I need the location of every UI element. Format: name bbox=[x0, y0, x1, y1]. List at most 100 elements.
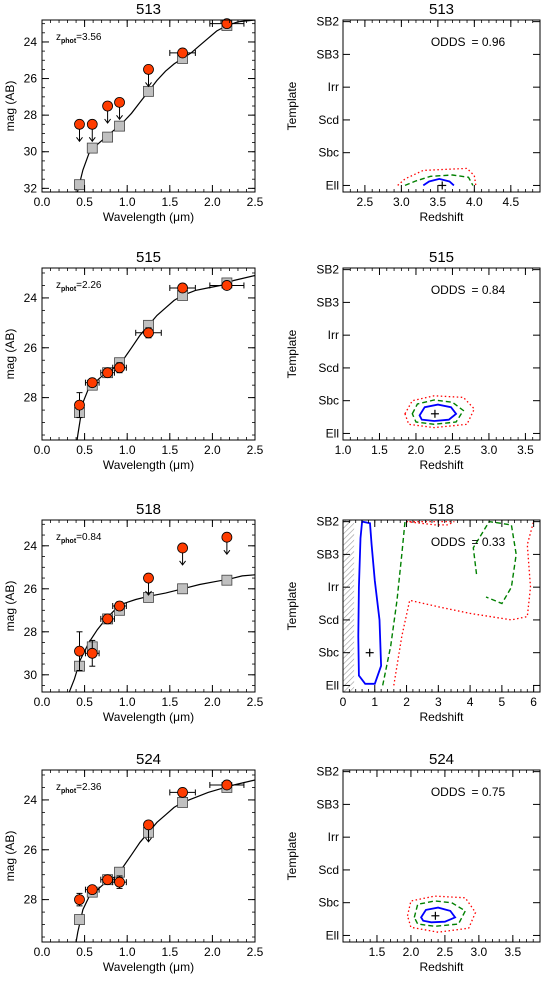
x-tick-label: 3 bbox=[435, 695, 442, 709]
observed-mag-point bbox=[177, 282, 188, 294]
template-label: Ell bbox=[326, 678, 339, 692]
zphot-value: =0.84 bbox=[76, 532, 102, 543]
x-axis-label: Wavelength (μm) bbox=[103, 458, 194, 472]
model-sed-curve bbox=[68, 574, 255, 692]
sed-title: 524 bbox=[136, 751, 161, 768]
observed-mag-point bbox=[102, 613, 114, 625]
observed-mag-point bbox=[114, 96, 125, 108]
observed-mag-point bbox=[221, 531, 233, 543]
observed-mag-point bbox=[221, 779, 233, 791]
sed-title: 513 bbox=[136, 1, 161, 18]
sed-axes-frame bbox=[41, 519, 256, 693]
template-label: Irr bbox=[328, 830, 339, 844]
photoz-axes-frame bbox=[342, 519, 541, 693]
photoz-axes-frame bbox=[342, 769, 541, 943]
photoz-panel: 515 1.0 1.5 2.0 2.5 3.0 3.5 Ell Sbc Scd Irr SB3 SB2 R… bbox=[285, 249, 541, 472]
x-tick-label: 2.5 bbox=[357, 195, 374, 209]
x-tick-label: 1.5 bbox=[161, 443, 178, 457]
x-tick-label: 3.5 bbox=[504, 945, 521, 959]
y-tick-label: 28 bbox=[24, 391, 38, 405]
template-label: Sbc bbox=[318, 394, 339, 408]
zphot-z: z bbox=[56, 32, 61, 43]
contour-dashed bbox=[382, 521, 406, 686]
zphot-z: z bbox=[56, 532, 61, 543]
observed-mag-point bbox=[74, 645, 85, 657]
photoz-panel: 524 1.5 2.0 2.5 3.0 3.5 Ell Sbc Scd Irr SB3 SB2 Reds… bbox=[285, 751, 541, 974]
x-tick-label: 1.0 bbox=[119, 695, 136, 709]
photoz-panel: 513 2.5 3.0 3.5 4.0 4.5 Ell Sbc Scd Irr SB3 SB2 Reds… bbox=[285, 1, 541, 224]
zphot-value: =2.26 bbox=[76, 280, 102, 291]
row-515: 515 0.0 0.5 1.0 1.5 2.0 2.5 24 26 28 Wavelength (μ… bbox=[3, 249, 541, 472]
model-mag-square bbox=[74, 179, 85, 191]
y-axis-label: Template bbox=[285, 329, 299, 378]
x-tick-label: 1.5 bbox=[161, 945, 178, 959]
contour-group bbox=[406, 895, 477, 933]
contour-group bbox=[397, 167, 477, 187]
x-tick-label: 0.0 bbox=[34, 443, 51, 457]
observed-mag-point bbox=[74, 118, 85, 130]
contour-dotted bbox=[393, 521, 535, 686]
template-label: Scd bbox=[318, 361, 339, 375]
x-axis-label: Redshift bbox=[419, 960, 464, 974]
photoz-title: 524 bbox=[429, 751, 454, 768]
observed-mag-point bbox=[114, 362, 125, 374]
x-tick-label: 2.0 bbox=[408, 443, 425, 457]
template-label: Sbc bbox=[318, 146, 339, 160]
x-tick-label: 2.0 bbox=[204, 945, 221, 959]
odds-value: = 0.33 bbox=[471, 535, 505, 549]
template-label: Irr bbox=[328, 580, 339, 594]
photoz-axes-frame bbox=[342, 19, 541, 193]
y-tick-label: 24 bbox=[24, 793, 38, 807]
model-mag-square bbox=[74, 914, 85, 925]
y-tick-label: 26 bbox=[24, 582, 38, 596]
photoz-axes-frame bbox=[342, 267, 541, 441]
zphot-value: =2.36 bbox=[76, 782, 102, 793]
observed-mag-point bbox=[143, 572, 154, 584]
odds-label: ODDS bbox=[431, 35, 466, 49]
x-tick-label: 3.5 bbox=[430, 195, 447, 209]
x-tick-label: 6 bbox=[530, 695, 537, 709]
x-tick-label: 0.0 bbox=[34, 695, 51, 709]
zphot-annotation: zphot=2.36 bbox=[56, 782, 102, 795]
x-tick-label: 2.5 bbox=[437, 945, 454, 959]
photoz-title: 513 bbox=[429, 1, 454, 18]
x-tick-label: 3.0 bbox=[471, 945, 488, 959]
upper-limit-arrowhead bbox=[179, 560, 186, 566]
x-axis-label: Redshift bbox=[419, 458, 464, 472]
odds-label: ODDS bbox=[431, 785, 466, 799]
upper-limit-arrowhead bbox=[116, 115, 123, 121]
x-tick-label: 2.0 bbox=[403, 945, 420, 959]
zphot-subscript: phot bbox=[61, 38, 77, 45]
x-axis-label: Redshift bbox=[419, 210, 464, 224]
template-label: SB2 bbox=[316, 765, 339, 779]
observed-mag-point bbox=[177, 47, 188, 59]
zphot-annotation: zphot=2.26 bbox=[56, 280, 102, 293]
zphot-subscript: phot bbox=[61, 538, 77, 545]
x-tick-label: 2.5 bbox=[444, 443, 461, 457]
y-axis-label: mag (AB) bbox=[3, 81, 17, 132]
upper-limit-arrowhead bbox=[223, 549, 231, 556]
x-tick-label: 2.0 bbox=[204, 695, 221, 709]
odds-value: = 0.96 bbox=[471, 35, 505, 49]
x-tick-label: 2.5 bbox=[247, 443, 264, 457]
template-label: Scd bbox=[318, 113, 339, 127]
y-axis-label: mag (AB) bbox=[3, 831, 17, 882]
template-label: Sbc bbox=[318, 646, 339, 660]
x-tick-label: 2.5 bbox=[247, 195, 264, 209]
x-tick-label: 0.5 bbox=[76, 695, 93, 709]
x-axis-label: Wavelength (μm) bbox=[103, 710, 194, 724]
observed-mag-point bbox=[102, 367, 114, 379]
odds-annotation: ODDS = 0.84 bbox=[431, 283, 506, 297]
y-axis-label: Template bbox=[285, 581, 299, 630]
zphot-subscript: phot bbox=[61, 286, 77, 293]
photoz-panel: 518 0 1 2 3 4 5 6 Ell Sbc Scd Irr SB3 SB2 Redshift Temp… bbox=[285, 501, 541, 724]
odds-value: = 0.84 bbox=[471, 283, 505, 297]
upper-limit-arrowhead bbox=[145, 82, 152, 88]
contour-group bbox=[404, 395, 476, 429]
x-tick-label: 1.0 bbox=[119, 195, 136, 209]
x-tick-label: 2.0 bbox=[204, 443, 221, 457]
observed-mag-point bbox=[74, 399, 85, 411]
odds-annotation: ODDS = 0.96 bbox=[431, 35, 506, 49]
x-axis-label: Wavelength (μm) bbox=[103, 210, 194, 224]
zphot-z: z bbox=[56, 782, 61, 793]
